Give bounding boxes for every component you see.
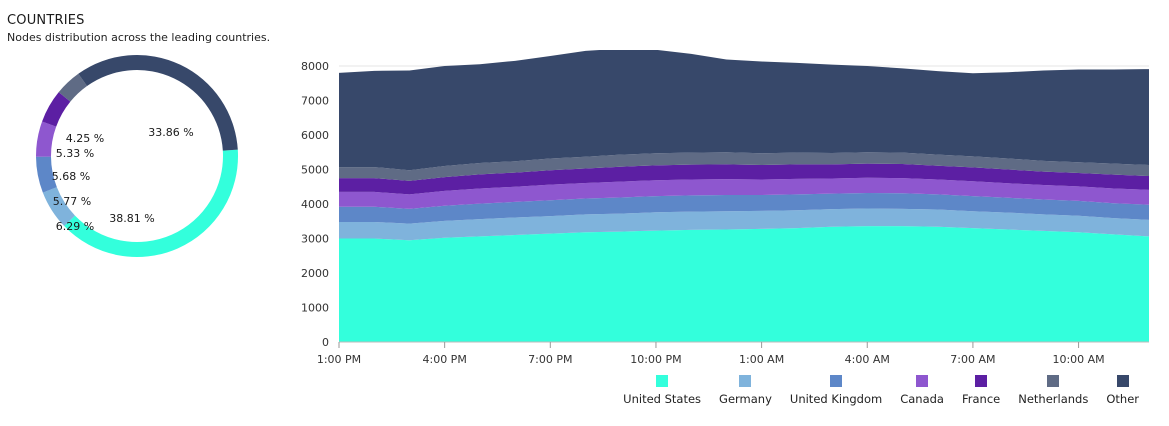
legend-swatch bbox=[975, 375, 988, 387]
donut-label-netherlands: 4.25 % bbox=[66, 132, 104, 145]
donut-label-other: 33.86 % bbox=[148, 126, 193, 139]
y-tick-label: 3000 bbox=[301, 233, 329, 246]
legend-label: United States bbox=[623, 392, 702, 406]
y-tick-label: 7000 bbox=[301, 95, 329, 108]
chart-subtitle: Nodes distribution across the leading co… bbox=[7, 31, 271, 44]
donut-label-canada: 5.68 % bbox=[52, 170, 90, 183]
donut-slice-united-kingdom[interactable] bbox=[36, 156, 57, 193]
donut-slice-other[interactable] bbox=[78, 55, 238, 151]
legend-swatch bbox=[1047, 375, 1060, 387]
y-tick-label: 0 bbox=[322, 336, 329, 349]
x-tick-label: 10:00 AM bbox=[1052, 353, 1104, 366]
area-series-canada[interactable] bbox=[339, 177, 1149, 209]
legend-item-netherlands[interactable]: Netherlands bbox=[1018, 375, 1088, 406]
legend-swatch bbox=[739, 375, 752, 387]
donut-slice-netherlands[interactable] bbox=[58, 73, 88, 102]
x-tick-label: 7:00 AM bbox=[950, 353, 995, 366]
chart-title: COUNTRIES bbox=[7, 13, 85, 28]
chart-legend: United States Germany United Kingdom Canada… bbox=[605, 375, 1139, 406]
stacked-area-chart: 0 1000 2000 3000 4000 5000 6000 7000 8000 1:00 PM… bbox=[301, 50, 1149, 366]
legend-label: Netherlands bbox=[1018, 392, 1089, 406]
area-series-germany[interactable] bbox=[339, 208, 1149, 241]
legend-item-france[interactable]: France bbox=[962, 375, 1000, 406]
donut-label-united-states: 38.81 % bbox=[109, 212, 154, 225]
donut-label-germany: 6.29 % bbox=[56, 220, 94, 233]
donut-slice-canada[interactable] bbox=[36, 121, 57, 157]
legend-item-united-kingdom[interactable]: United Kingdom bbox=[790, 375, 882, 406]
legend-label: Other bbox=[1106, 392, 1139, 406]
y-tick-label: 8000 bbox=[301, 60, 329, 73]
legend-label: Germany bbox=[719, 392, 772, 406]
donut-slice-germany[interactable] bbox=[42, 187, 76, 226]
legend-item-other[interactable]: Other bbox=[1106, 375, 1139, 406]
x-tick-label: 7:00 PM bbox=[528, 353, 572, 366]
y-tick-label: 4000 bbox=[301, 198, 329, 211]
legend-item-germany[interactable]: Germany bbox=[719, 375, 772, 406]
area-series-netherlands[interactable] bbox=[339, 152, 1149, 181]
area-series-france[interactable] bbox=[339, 163, 1149, 195]
area-series-united-states[interactable] bbox=[339, 226, 1149, 342]
donut-label-france: 5.33 % bbox=[56, 147, 94, 160]
area-series-united-kingdom[interactable] bbox=[339, 192, 1149, 224]
y-tick-label: 6000 bbox=[301, 129, 329, 142]
donut-chart: 38.81 % 6.29 % 5.77 % 5.68 % 5.33 % 4.25 % 33.… bbox=[36, 55, 238, 257]
donut-slice-france[interactable] bbox=[42, 92, 71, 127]
legend-label: France bbox=[961, 392, 1001, 406]
legend-item-united-states[interactable]: United States bbox=[623, 375, 701, 406]
legend-swatch bbox=[1116, 375, 1129, 387]
legend-label: Canada bbox=[900, 392, 944, 406]
x-tick-label: 4:00 AM bbox=[845, 353, 890, 366]
legend-label: United Kingdom bbox=[789, 392, 883, 406]
donut-slice-united-states[interactable] bbox=[64, 149, 238, 257]
x-tick-label: 4:00 PM bbox=[422, 353, 466, 366]
legend-swatch bbox=[916, 375, 929, 387]
legend-swatch bbox=[830, 375, 843, 387]
x-tick-label: 1:00 AM bbox=[739, 353, 784, 366]
legend-item-canada[interactable]: Canada bbox=[900, 375, 944, 406]
legend-swatch bbox=[656, 375, 669, 387]
x-tick-label: 1:00 PM bbox=[317, 353, 361, 366]
y-tick-label: 1000 bbox=[301, 302, 329, 315]
y-tick-label: 5000 bbox=[301, 164, 329, 177]
area-series-other[interactable] bbox=[339, 50, 1149, 171]
y-tick-label: 2000 bbox=[301, 267, 329, 280]
x-tick-label: 10:00 PM bbox=[630, 353, 681, 366]
donut-label-united-kingdom: 5.77 % bbox=[53, 195, 91, 208]
